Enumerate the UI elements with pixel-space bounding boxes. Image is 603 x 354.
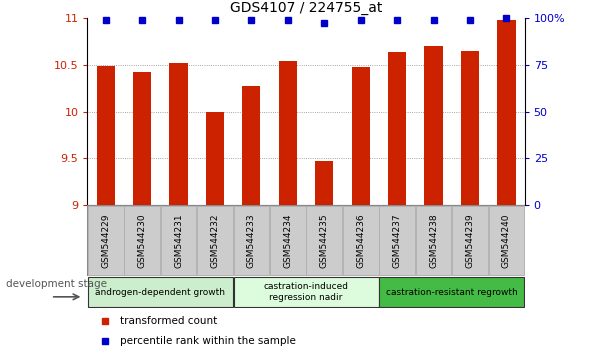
- Text: GSM544239: GSM544239: [466, 213, 475, 268]
- Bar: [452, 206, 488, 275]
- Bar: [306, 206, 342, 275]
- Bar: [133, 72, 151, 205]
- Bar: [315, 161, 333, 205]
- Bar: [169, 63, 188, 205]
- Text: GSM544231: GSM544231: [174, 213, 183, 268]
- Text: GSM544234: GSM544234: [283, 213, 292, 268]
- Text: GSM544233: GSM544233: [247, 213, 256, 268]
- Bar: [352, 67, 370, 205]
- Text: GSM544237: GSM544237: [393, 213, 402, 268]
- Bar: [388, 52, 406, 205]
- Bar: [88, 277, 233, 307]
- Bar: [233, 277, 379, 307]
- Title: GDS4107 / 224755_at: GDS4107 / 224755_at: [230, 1, 382, 15]
- Text: GSM544236: GSM544236: [356, 213, 365, 268]
- Bar: [379, 206, 415, 275]
- Text: GSM544229: GSM544229: [101, 213, 110, 268]
- Text: GSM544235: GSM544235: [320, 213, 329, 268]
- Text: development stage: development stage: [6, 279, 107, 289]
- Bar: [425, 46, 443, 205]
- Bar: [160, 206, 197, 275]
- Bar: [88, 206, 124, 275]
- Text: castration-resistant regrowth: castration-resistant regrowth: [386, 287, 517, 297]
- Bar: [233, 206, 269, 275]
- Text: androgen-dependent growth: androgen-dependent growth: [95, 287, 226, 297]
- Text: castration-induced
regression nadir: castration-induced regression nadir: [264, 282, 349, 302]
- Bar: [279, 61, 297, 205]
- Bar: [415, 206, 452, 275]
- Text: percentile rank within the sample: percentile rank within the sample: [120, 336, 296, 346]
- Bar: [197, 206, 233, 275]
- Bar: [343, 206, 379, 275]
- Bar: [124, 206, 160, 275]
- Bar: [96, 67, 115, 205]
- Bar: [379, 277, 524, 307]
- Text: transformed count: transformed count: [120, 316, 218, 326]
- Bar: [461, 51, 479, 205]
- Text: GSM544238: GSM544238: [429, 213, 438, 268]
- Bar: [242, 86, 260, 205]
- Bar: [497, 19, 516, 205]
- Text: GSM544240: GSM544240: [502, 213, 511, 268]
- Bar: [488, 206, 524, 275]
- Bar: [206, 113, 224, 205]
- Bar: [270, 206, 306, 275]
- Text: GSM544232: GSM544232: [210, 213, 219, 268]
- Text: GSM544230: GSM544230: [137, 213, 147, 268]
